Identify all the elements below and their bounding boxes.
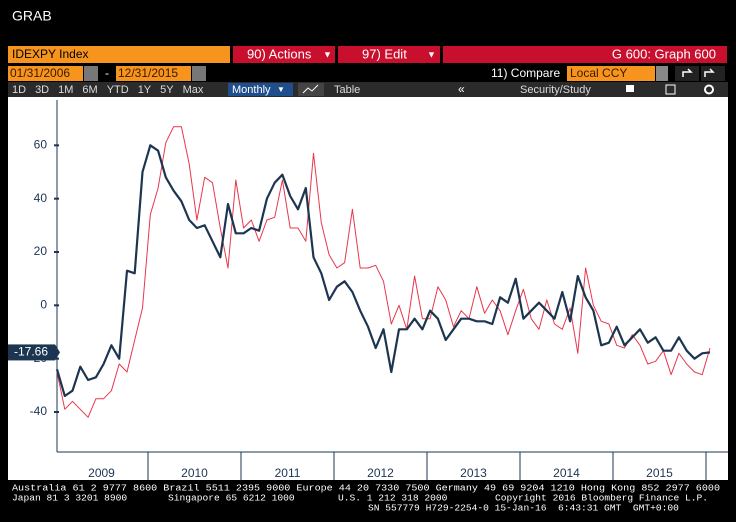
x-tick-label: 2013	[460, 466, 487, 480]
y-tick-label: 60	[34, 138, 48, 152]
y-tick-label: -40	[30, 404, 48, 418]
security-study-button[interactable]: Security/Study	[520, 84, 591, 96]
chart-type-icon	[302, 84, 319, 94]
last-value-label: -17.66	[14, 345, 48, 359]
compare-label[interactable]: 11) Compare	[491, 66, 560, 80]
actions-button[interactable]	[233, 46, 335, 63]
window-title: GRAB	[12, 8, 52, 24]
x-tick-label: 2009	[88, 466, 115, 480]
x-tick-label: 2015	[646, 466, 673, 480]
graph-label: G 600: Graph 600	[612, 46, 716, 61]
footer-session: SN 557779 H729-2254-0 15-Jan-16 6:43:31 …	[368, 503, 679, 514]
dropdown-arrow: ▼	[277, 85, 285, 94]
footer-copyright: Copyright 2016 Bloomberg Finance L.P.	[495, 493, 708, 504]
dropdown-arrow: ▼	[323, 49, 332, 59]
end-date-field[interactable]	[116, 66, 191, 81]
chart-type-button[interactable]	[298, 83, 324, 96]
x-tick-label: 2014	[553, 466, 580, 480]
frequency: Monthly	[232, 84, 271, 96]
start-date: 01/31/2006	[10, 66, 70, 80]
undo-redo-icons	[682, 68, 715, 77]
series-line	[56, 126, 711, 418]
period-button[interactable]: 6M	[82, 84, 97, 96]
ticker: IDEXPY Index	[12, 47, 89, 61]
currency-dropdown[interactable]	[656, 66, 668, 81]
currency: Local CCY	[570, 66, 627, 80]
period-button[interactable]: 3D	[35, 84, 49, 96]
settings-icon[interactable]	[704, 84, 714, 95]
period-button[interactable]: Max	[183, 84, 204, 96]
last-value-box	[8, 344, 55, 361]
period-button[interactable]: 1M	[58, 84, 73, 96]
period-button[interactable]: 5Y	[160, 84, 174, 96]
last-value-pointer	[55, 344, 60, 361]
graph-bar	[443, 46, 727, 63]
end-date: 12/31/2015	[118, 66, 178, 80]
y-tick-label: 40	[34, 191, 48, 205]
x-tick-label: 2011	[275, 466, 301, 480]
y-tick-label: 0	[40, 298, 47, 312]
flag-icon[interactable]	[626, 85, 634, 92]
footer-contacts: Australia 61 2 9777 8600 Brazil 5511 239…	[12, 483, 720, 494]
undo-button[interactable]	[675, 66, 699, 81]
collapse-button[interactable]: «	[458, 82, 465, 96]
period-buttons: 1D 3D 1M 6M YTD 1Y 5Y Max	[12, 84, 204, 96]
edit-icon[interactable]	[665, 84, 676, 95]
dropdown-arrow: ▼	[427, 49, 436, 59]
footer-japan: Japan 81 3 3201 8900	[12, 493, 127, 504]
edit-label: 97) Edit	[362, 46, 407, 61]
table-button[interactable]: Table	[334, 84, 360, 96]
chart: 6040200-20-40200920102011201220132014201…	[8, 126, 711, 480]
calendar-icon[interactable]	[192, 66, 206, 81]
x-tick-label: 2012	[367, 466, 394, 480]
redo-button[interactable]	[701, 66, 725, 81]
x-tick-label: 2010	[181, 466, 208, 480]
edit-button[interactable]	[338, 46, 440, 63]
footer-singapore: Singapore 65 6212 1000	[168, 493, 295, 504]
start-date-field[interactable]	[8, 66, 83, 81]
footer-us: U.S. 1 212 318 2000	[338, 493, 448, 504]
actions-label: 90) Actions	[247, 46, 312, 61]
currency-field[interactable]	[567, 66, 655, 81]
period-button[interactable]: YTD	[107, 84, 129, 96]
date-dash: -	[105, 66, 109, 80]
series-line	[55, 144, 711, 398]
period-button[interactable]: 1Y	[138, 84, 152, 96]
ticker-box[interactable]	[8, 46, 230, 63]
period-bar	[8, 82, 728, 97]
frequency-button[interactable]	[228, 83, 293, 96]
chart-background	[8, 97, 728, 480]
y-tick-label: 20	[34, 244, 48, 258]
calendar-icon[interactable]	[84, 66, 98, 81]
period-button[interactable]: 1D	[12, 84, 26, 96]
